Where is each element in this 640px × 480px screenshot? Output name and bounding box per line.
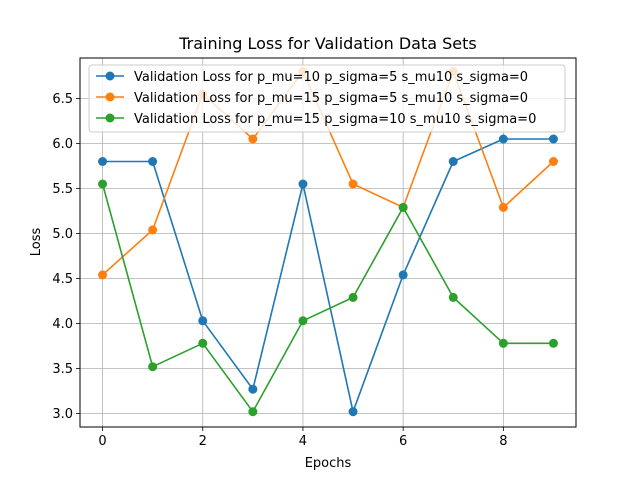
x-tick-label: 2 xyxy=(199,434,207,449)
legend-label-2: Validation Loss for p_mu=15 p_sigma=5 s_… xyxy=(134,91,528,106)
chart-title: Training Loss for Validation Data Sets xyxy=(178,34,476,53)
legend: Validation Loss for p_mu=10 p_sigma=5 s_… xyxy=(88,64,566,133)
y-tick-label: 4.0 xyxy=(52,317,73,332)
y-tick-label: 6.0 xyxy=(52,137,73,152)
series-3-point xyxy=(348,292,358,302)
x-tick-label: 8 xyxy=(499,434,507,449)
series-3-point xyxy=(498,338,508,348)
series-1-point xyxy=(548,134,558,144)
x-axis-ticks: 0 2 4 6 8 xyxy=(98,427,507,449)
x-tick-label: 6 xyxy=(399,434,407,449)
series-1-point xyxy=(348,407,358,417)
y-tick-label: 5.5 xyxy=(52,182,73,197)
series-1-point xyxy=(148,157,158,166)
y-tick-label: 3.5 xyxy=(52,362,73,377)
series-2-point xyxy=(548,157,558,166)
series-2-point xyxy=(248,134,258,144)
y-tick-label: 4.5 xyxy=(52,272,73,287)
y-tick-label: 3.0 xyxy=(52,407,73,422)
series-1-point xyxy=(248,384,258,394)
y-tick-label: 5.0 xyxy=(52,227,73,242)
x-tick-label: 0 xyxy=(98,434,106,449)
legend-marker-1 xyxy=(105,71,115,81)
series-line-1 xyxy=(102,138,554,413)
series-3-point xyxy=(248,407,258,417)
series-1-point xyxy=(298,179,308,189)
series-3-point xyxy=(98,179,108,189)
plot-area-frame xyxy=(79,57,577,428)
legend-box xyxy=(88,64,566,133)
series-line-3 xyxy=(101,183,554,413)
series-2-point xyxy=(348,179,358,189)
x-axis-label: Epochs xyxy=(305,456,352,471)
x-tick-label: 4 xyxy=(299,434,307,449)
series-1-point xyxy=(98,157,108,166)
legend-marker-3 xyxy=(105,113,115,123)
y-tick-label: 6.5 xyxy=(52,92,73,107)
series-1-point xyxy=(198,316,208,326)
legend-marker-2 xyxy=(105,92,115,102)
series-2-point xyxy=(498,202,508,212)
series-3-point xyxy=(448,292,458,302)
series-1-point xyxy=(498,134,508,144)
series-1-point xyxy=(448,157,458,166)
series-3-point xyxy=(398,202,408,212)
series-3-point xyxy=(298,316,308,326)
series-2-point xyxy=(148,225,158,235)
y-axis-label: Loss xyxy=(29,228,44,257)
series-3-point xyxy=(548,338,558,348)
legend-label-1: Validation Loss for p_mu=10 p_sigma=5 s_… xyxy=(134,70,528,85)
legend-label-3: Validation Loss for p_mu=15 p_sigma=10 s… xyxy=(134,112,536,127)
series-3-point xyxy=(198,338,208,348)
series-2-point xyxy=(98,270,108,280)
y-axis-ticks: 3.0 3.5 4.0 4.5 5.0 5.5 6.0 6.5 xyxy=(52,92,80,422)
series-3-point xyxy=(148,362,158,372)
series-1-point xyxy=(398,270,408,280)
